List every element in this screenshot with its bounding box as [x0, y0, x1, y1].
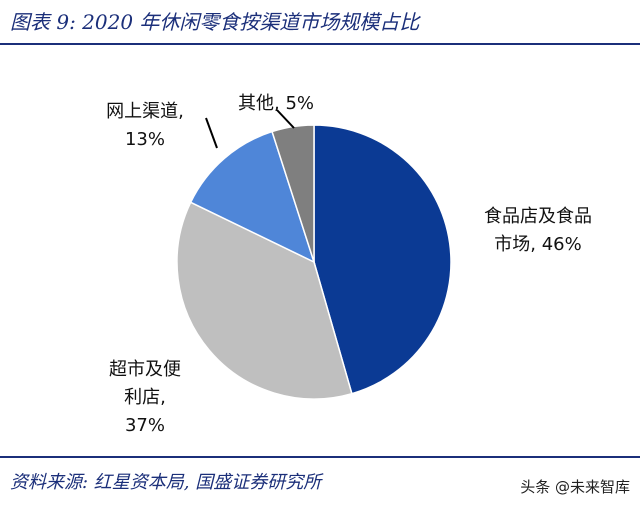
footer-divider	[0, 456, 640, 458]
pie-slice-food-store	[313, 124, 452, 395]
slice-label-food-store: 食品店及食品市场, 46%	[484, 206, 592, 255]
chart-title: 图表 9: 2020 年休闲零食按渠道市场规模占比	[10, 10, 420, 34]
slice-label-other: 其他, 5%	[238, 93, 314, 114]
pie-slice-supermarket	[176, 201, 353, 400]
slice-label-online: 网上渠道, 13%	[106, 101, 184, 150]
slice-label-supermarket: 超市及便利店, 37%	[109, 359, 181, 436]
leader-line-online	[205, 117, 218, 149]
leader-line-other	[276, 109, 295, 129]
source-note: 资料来源: 红星资本局, 国盛证券研究所	[10, 472, 322, 493]
pie-slice-online	[189, 130, 316, 264]
watermark: 头条 @未来智库	[520, 478, 630, 496]
title-divider	[0, 43, 640, 45]
